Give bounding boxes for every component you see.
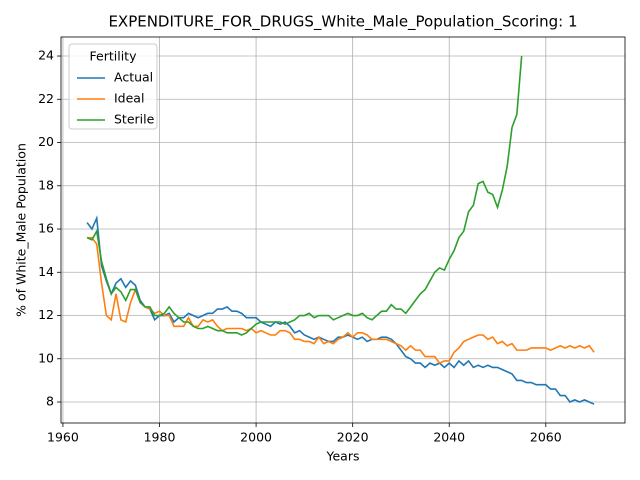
y-tick-label: 10 [38, 350, 54, 365]
x-tick-label: 2040 [433, 430, 465, 445]
legend-label: Sterile [114, 112, 155, 127]
x-tick-label: 2000 [240, 430, 272, 445]
data-line [87, 236, 595, 365]
legend-title: Fertility [90, 49, 138, 64]
y-tick-label: 20 [38, 134, 54, 149]
legend-box [68, 43, 158, 130]
x-tick-label: 2020 [337, 430, 369, 445]
x-tick-label: 1960 [47, 430, 79, 445]
data-line [86, 215, 595, 405]
y-axis-label: % of White_Male Population [14, 143, 29, 317]
y-tick-label: 8 [46, 394, 54, 409]
legend-label: Ideal [114, 91, 144, 106]
y-tick-label: 14 [38, 264, 54, 279]
chart-title: EXPENDITURE_FOR_DRUGS_White_Male_Populat… [108, 13, 577, 32]
data-line [86, 55, 523, 336]
plot-frame [60, 36, 626, 424]
legend-label: Actual [114, 70, 153, 85]
x-axis-label: Years [326, 449, 360, 464]
legend: Fertility Actual Ideal Sterile [68, 43, 158, 130]
y-tick-label: 16 [38, 221, 54, 236]
y-tick-label: 18 [38, 177, 54, 192]
x-tick-label: 1980 [144, 430, 176, 445]
y-tick-label: 22 [38, 91, 54, 106]
x-tick-label: 2060 [530, 430, 562, 445]
y-tick-label: 12 [38, 307, 54, 322]
y-tick-label: 24 [38, 48, 54, 63]
